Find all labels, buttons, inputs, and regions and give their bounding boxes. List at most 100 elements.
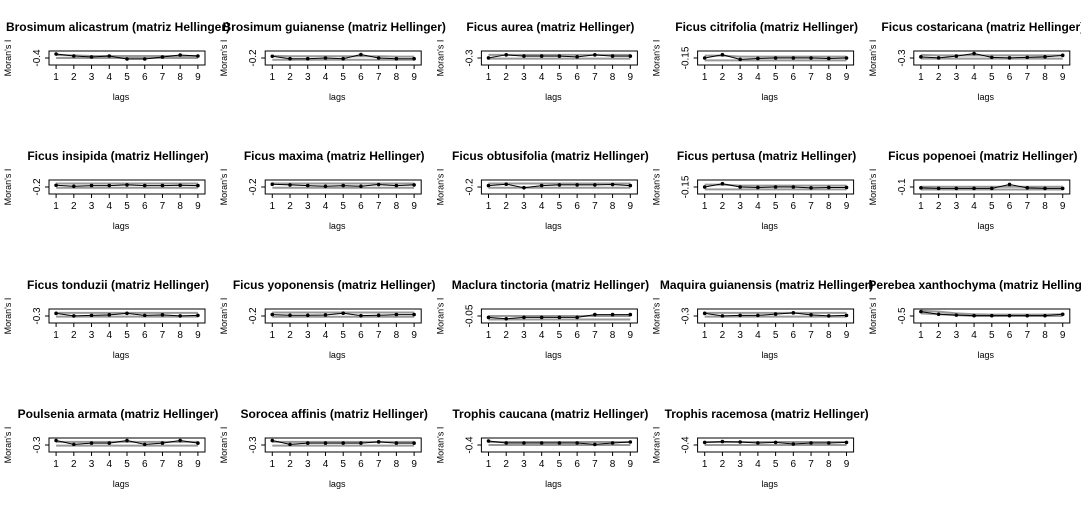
y-tick-label: -0.2 [32, 178, 43, 196]
data-point [305, 313, 310, 318]
panel: Ficus obtusifolia (matriz Hellinger) 1 2 3 4… [435, 149, 648, 231]
x-tick-label: 6 [791, 201, 797, 212]
panel-title: Ficus tonduzii (matriz Hellinger) [27, 278, 209, 292]
x-tick-label: 1 [702, 459, 708, 470]
data-point [773, 185, 778, 189]
x-tick-label: 8 [826, 201, 832, 212]
x-tick-label: 4 [539, 72, 545, 83]
x-tick-label: 4 [755, 72, 761, 83]
y-axis-label: Moran's I [868, 169, 878, 206]
y-axis-label: Moran's I [652, 169, 662, 206]
data-point [142, 442, 147, 447]
data-point [610, 312, 615, 317]
x-tick-label: 7 [808, 330, 814, 341]
x-tick-label: 9 [411, 459, 417, 470]
data-point [1007, 56, 1012, 60]
x-tick-label: 9 [844, 201, 850, 212]
x-tick-label: 6 [142, 72, 148, 83]
x-tick-label: 3 [737, 459, 743, 470]
panel: Ficus citrifolia (matriz Hellinger)1 2 3 4 5… [652, 20, 858, 102]
x-tick-label: 3 [954, 330, 960, 341]
data-point [593, 183, 597, 187]
data-point [610, 182, 615, 187]
x-tick-label: 1 [270, 201, 276, 212]
data-point [826, 56, 831, 61]
x-tick-label: 5 [773, 201, 779, 212]
x-tick-label: 9 [628, 201, 634, 212]
data-point [702, 185, 707, 189]
x-tick-label: 9 [628, 72, 634, 83]
x-tick-label: 2 [720, 72, 726, 83]
x-axis-label: lags [761, 221, 778, 231]
x-tick-label: 2 [71, 72, 77, 83]
panel-title: Maquira guianensis (matriz Hellinger) [660, 278, 873, 292]
data-point [305, 183, 310, 188]
panel-title: Maclura tinctoria (matriz Hellinger) [452, 278, 649, 292]
data-point [791, 311, 796, 315]
data-point [72, 54, 76, 58]
x-tick-label: 1 [918, 330, 924, 341]
panel: Ficus popenoei (matriz Hellinger) 1 2 3 4 5 6 7… [868, 149, 1078, 231]
y-tick-label: -0.2 [248, 178, 259, 196]
x-tick-label: 6 [791, 459, 797, 470]
x-axis-label: lags [978, 350, 995, 360]
data-point [504, 441, 509, 445]
x-tick-label: 4 [106, 201, 112, 212]
x-axis-label: lags [113, 221, 130, 231]
data-point [376, 182, 381, 187]
data-point [54, 52, 58, 56]
x-tick-label: 5 [557, 459, 563, 470]
x-tick-label: 2 [503, 330, 509, 341]
panel: Maclura tinctoria (matriz Hellinger) 1 2 3 4… [435, 278, 649, 360]
x-tick-label: 2 [720, 459, 726, 470]
x-axis-label: lags [545, 479, 562, 489]
x-tick-label: 1 [53, 201, 59, 212]
data-point [72, 184, 76, 189]
x-tick-label: 1 [486, 201, 492, 212]
x-tick-label: 9 [195, 201, 201, 212]
x-tick-label: 4 [971, 72, 977, 83]
y-axis-label: Moran's I [652, 40, 662, 77]
x-tick-label: 6 [1007, 201, 1013, 212]
x-tick-label: 2 [720, 330, 726, 341]
x-tick-label: 5 [557, 330, 563, 341]
data-point [844, 185, 849, 190]
x-tick-label: 3 [89, 459, 95, 470]
x-tick-label: 1 [53, 330, 59, 341]
y-tick-label: -0.3 [248, 436, 259, 454]
x-tick-label: 9 [411, 201, 417, 212]
x-tick-label: 8 [610, 72, 616, 83]
data-point [756, 56, 760, 61]
data-point [412, 312, 416, 317]
panel: Ficus yoponensis (matriz Hellinger) 1 2 3 4 5… [219, 278, 435, 360]
data-point [1025, 55, 1030, 60]
data-point [160, 313, 165, 317]
data-point [610, 441, 615, 445]
data-point [107, 441, 112, 445]
data-point [702, 440, 707, 445]
x-tick-label: 2 [503, 72, 509, 83]
x-tick-label: 5 [340, 330, 346, 341]
data-point [610, 54, 615, 58]
y-tick-label: -0.2 [464, 178, 475, 196]
x-tick-label: 3 [521, 201, 527, 212]
data-point [628, 54, 633, 58]
data-point [720, 439, 725, 444]
data-point [196, 441, 200, 445]
x-tick-label: 2 [936, 330, 942, 341]
panel-title: Ficus citrifolia (matriz Hellinger) [675, 20, 858, 34]
x-tick-label: 3 [737, 330, 743, 341]
x-tick-label: 1 [702, 72, 708, 83]
data-point [305, 441, 310, 445]
x-tick-label: 3 [521, 72, 527, 83]
x-tick-label: 8 [177, 201, 183, 212]
y-tick-label: -0.5 [897, 307, 908, 325]
x-tick-label: 2 [287, 201, 293, 212]
x-tick-label: 6 [358, 459, 364, 470]
x-tick-label: 7 [808, 459, 814, 470]
x-tick-label: 4 [971, 201, 977, 212]
x-tick-label: 8 [610, 330, 616, 341]
data-point [738, 313, 742, 318]
x-tick-label: 2 [936, 72, 942, 83]
